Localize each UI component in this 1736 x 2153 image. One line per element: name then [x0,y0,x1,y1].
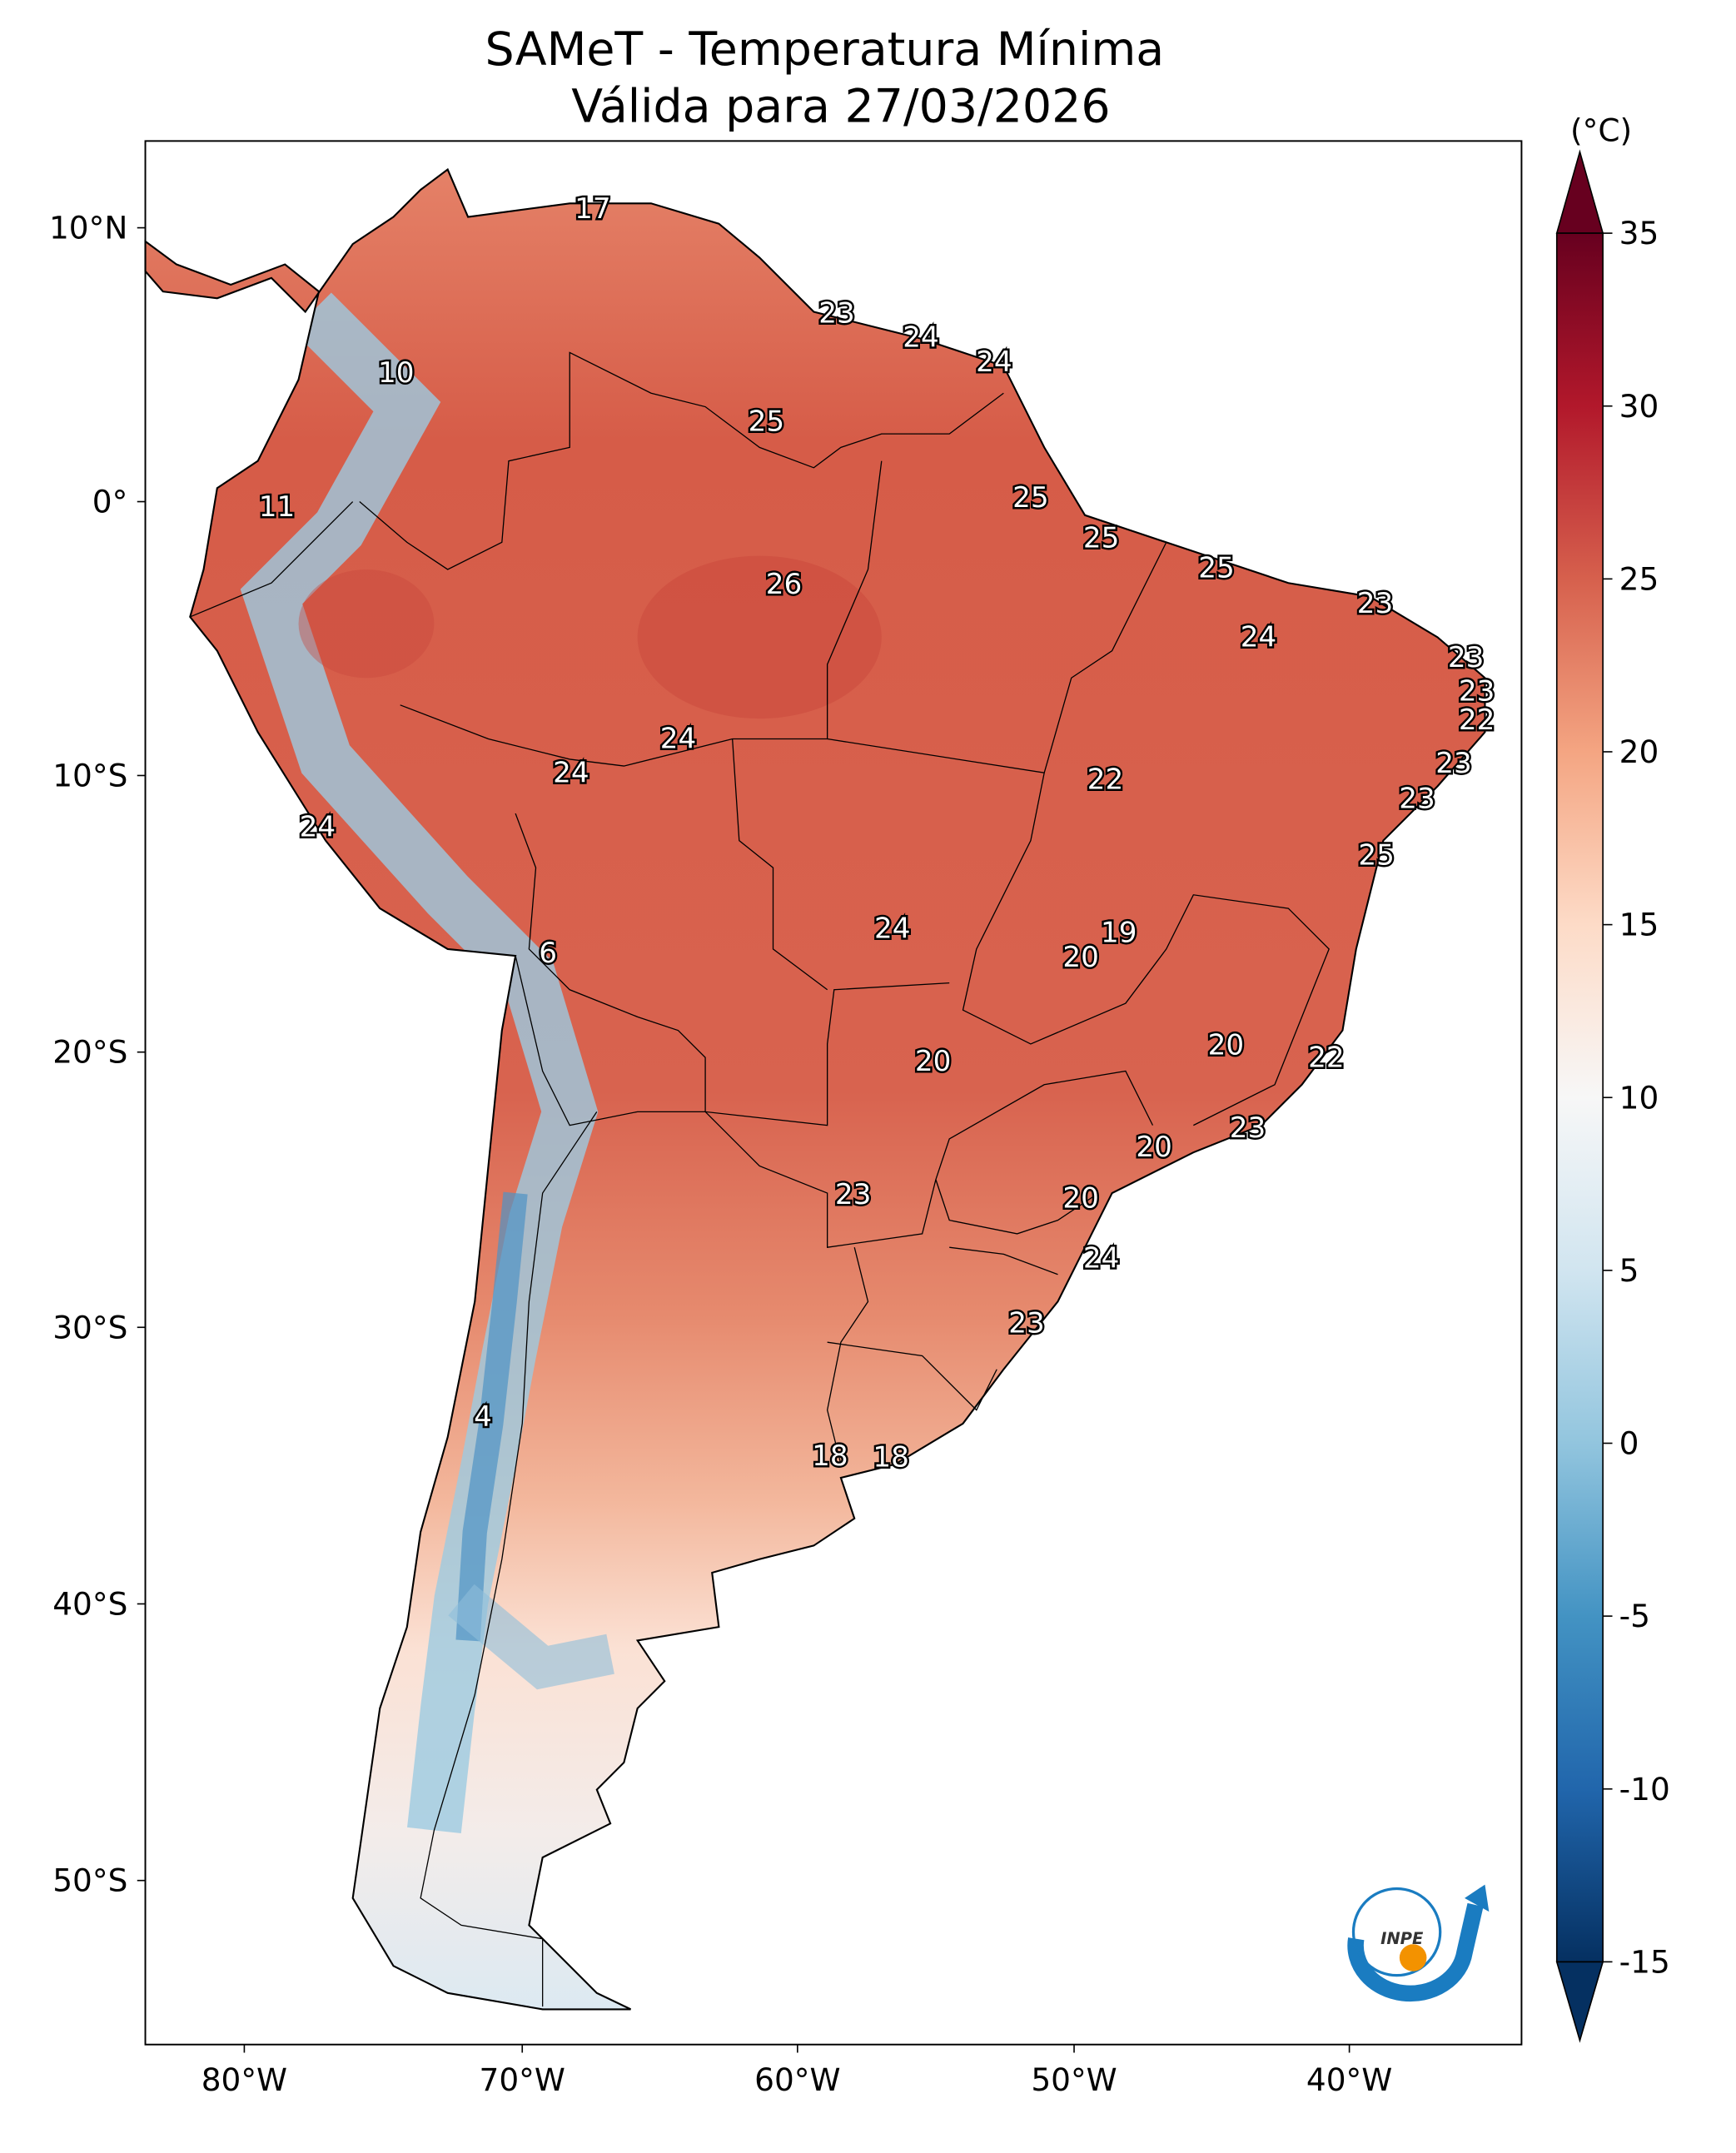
station-value-label: 11 [259,490,296,524]
colorbar-tick-label: 20 [1619,733,1659,770]
country-borders [190,351,1330,2007]
chart-title: SAMeT - Temperatura Mínima [485,23,1165,77]
station-value-label: 23 [1399,782,1435,815]
latitude-axis: 10°N 0° 10°S 20°S 30°S 40°S 50°S [49,210,146,1899]
station-value-label: 20 [1062,941,1099,974]
station-value-label: 24 [1083,1241,1120,1275]
colorbar-scale [1555,232,1604,1963]
lon-tick-label: 60°W [754,2061,840,2098]
station-value-label: 24 [660,723,697,756]
station-value-label: 22 [1308,1041,1345,1074]
station-value-label: 25 [1358,839,1395,873]
colorbar-max-extend [1555,149,1604,234]
station-value-label: 23 [1448,641,1485,674]
lat-tick-label: 20°S [52,1034,127,1071]
map-frame [144,140,1523,2046]
station-value-label: 23 [835,1178,872,1211]
colorbar-tick-label: -15 [1619,1943,1670,1980]
colorbar-unit: (°C) [1570,112,1632,148]
lon-tick-label: 50°W [1031,2061,1117,2098]
station-value-label: 26 [766,568,803,601]
logo-text: INPE [1380,1929,1424,1948]
colorbar-tick-label: -10 [1619,1771,1670,1807]
station-value-label: 24 [553,756,589,789]
station-value-label: 4 [474,1400,492,1434]
longitude-axis: 80°W 70°W 60°W 50°W 40°W [201,2044,1392,2098]
station-value-label: 20 [1062,1182,1099,1216]
lon-tick-label: 80°W [201,2061,287,2098]
station-value-label: 24 [300,810,336,843]
station-value-label: 20 [1208,1029,1245,1062]
colorbar-tick-label: 15 [1619,907,1659,943]
station-value-label: 24 [874,912,911,946]
colorbar-tick-label: 25 [1619,560,1659,597]
lat-tick-label: 0° [92,484,128,520]
colorbar: (°C) 35 30 25 20 15 10 5 0 -5 -10 -15 [1555,112,1670,2043]
station-value-label: 10 [378,356,415,390]
station-value-label: 20 [915,1045,952,1078]
colorbar-min-extend [1555,1961,1604,2043]
lat-tick-label: 10°S [52,758,127,794]
station-value-label: 25 [749,405,785,439]
station-value-label: 18 [873,1441,909,1474]
station-value-label: 24 [976,346,1012,379]
colorbar-tick-label: -5 [1619,1598,1650,1634]
colorbar-tick-label: 30 [1619,388,1659,425]
station-value-label: 18 [812,1439,848,1473]
station-value-label: 25 [1083,522,1120,555]
station-value-label: 23 [1008,1307,1045,1340]
station-value-label: 25 [1012,481,1049,515]
station-value-label: 22 [1459,704,1495,737]
station-value-label: 6 [539,937,557,970]
station-value-label: 20 [1136,1131,1172,1164]
station-value-label: 23 [1459,675,1495,709]
chart-subtitle: Válida para 27/03/2026 [571,81,1110,134]
lat-tick-label: 50°S [52,1862,127,1899]
station-value-label: 19 [1101,917,1137,950]
colorbar-tick-label: 35 [1619,215,1659,251]
lat-tick-label: 10°N [49,210,127,246]
lat-tick-label: 40°S [52,1586,127,1623]
station-value-label: 25 [1198,551,1235,584]
lon-tick-label: 40°W [1306,2061,1392,2098]
station-value-label: 23 [1435,747,1472,780]
station-value-label: 24 [903,321,939,355]
station-value-label: 24 [1241,621,1277,654]
lat-tick-label: 30°S [52,1309,127,1345]
lon-tick-label: 70°W [480,2061,565,2098]
station-value-label: 22 [1087,763,1124,796]
station-value-label: 23 [1357,587,1394,620]
station-value-label: 23 [818,296,855,330]
station-value-label: 23 [1230,1111,1266,1145]
inpe-logo: INPE [1347,1884,1490,2002]
colorbar-tick-label: 0 [1619,1425,1639,1462]
colorbar-tick-label: 10 [1619,1079,1659,1116]
station-value-label: 17 [575,192,611,226]
colorbar-tick-label: 5 [1619,1252,1639,1289]
